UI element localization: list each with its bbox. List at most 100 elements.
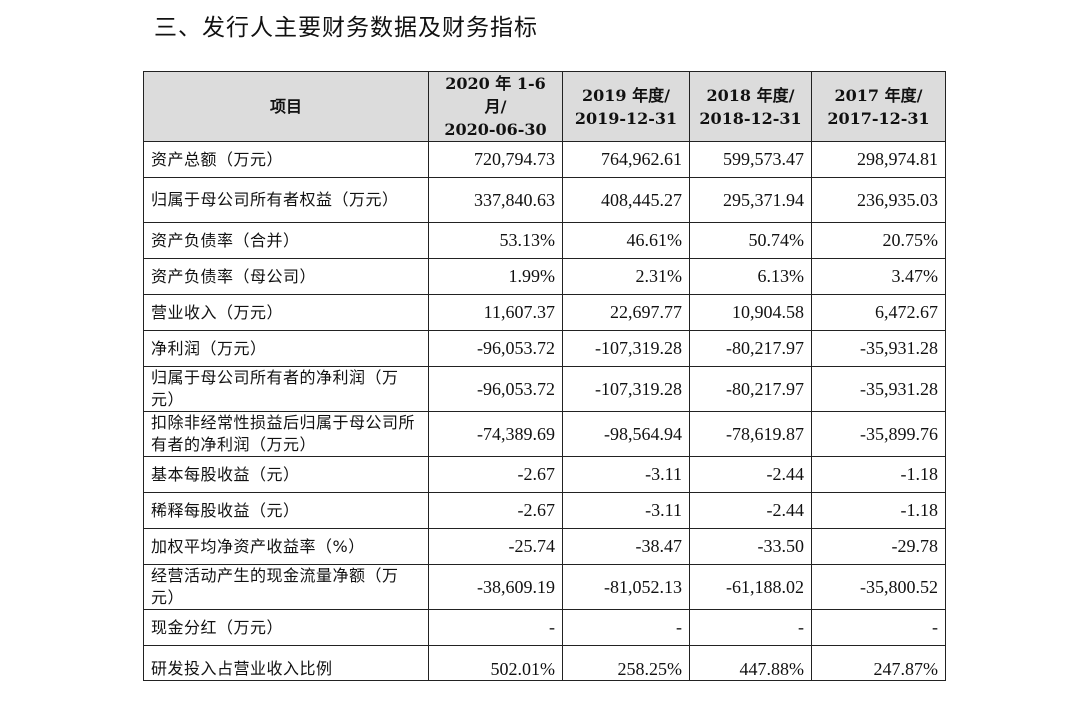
column-header-item: 项目 — [143, 71, 429, 142]
row-value: 1.99% — [428, 258, 563, 295]
row-value: 764,962.61 — [562, 141, 690, 178]
row-value: - — [689, 609, 812, 646]
row-value: -80,217.97 — [689, 366, 812, 412]
row-value: -35,899.76 — [811, 411, 946, 457]
row-value: -78,619.87 — [689, 411, 812, 457]
table-row: 资产总额（万元） 720,794.73 764,962.61 599,573.4… — [143, 141, 946, 178]
table-row: 基本每股收益（元） -2.67 -3.11 -2.44 -1.18 — [143, 456, 946, 493]
row-label: 归属于母公司所有者权益（万元） — [143, 177, 429, 223]
row-value: - — [811, 609, 946, 646]
table-row: 归属于母公司所有者权益（万元） 337,840.63 408,445.27 29… — [143, 177, 946, 223]
row-value: -38,609.19 — [428, 564, 563, 610]
column-header-2019: 2019 年度/ 2019-12-31 — [562, 71, 690, 142]
table-row: 营业收入（万元） 11,607.37 22,697.77 10,904.58 6… — [143, 294, 946, 331]
row-value: -1.18 — [811, 456, 946, 493]
table-row: 资产负债率（母公司） 1.99% 2.31% 6.13% 3.47% — [143, 258, 946, 295]
row-label: 研发投入占营业收入比例 — [143, 645, 429, 681]
column-header-line1: 2018 年度/ — [706, 85, 795, 105]
row-value: 447.88% — [689, 645, 812, 681]
table-header-row: 项目 2020 年 1-6 月/ 2020-06-30 2019 年度/ 201… — [143, 71, 946, 142]
row-value: -2.67 — [428, 492, 563, 529]
row-value: 720,794.73 — [428, 141, 563, 178]
table-row: 加权平均净资产收益率（%） -25.74 -38.47 -33.50 -29.7… — [143, 528, 946, 565]
row-label: 现金分红（万元） — [143, 609, 429, 646]
row-value: -38.47 — [562, 528, 690, 565]
section-heading: 三、发行人主要财务数据及财务指标 — [154, 15, 538, 41]
row-value: -96,053.72 — [428, 330, 563, 367]
row-label: 归属于母公司所有者的净利润（万元） — [143, 366, 429, 412]
row-value: 295,371.94 — [689, 177, 812, 223]
row-value: 11,607.37 — [428, 294, 563, 331]
row-value: -29.78 — [811, 528, 946, 565]
table-row: 现金分红（万元） - - - - — [143, 609, 946, 646]
row-value: 46.61% — [562, 222, 690, 259]
column-header-line1: 2017 年度/ — [834, 85, 923, 105]
column-header-2020h1: 2020 年 1-6 月/ 2020-06-30 — [428, 71, 563, 142]
row-value: 408,445.27 — [562, 177, 690, 223]
column-header-line1: 2019 年度/ — [582, 85, 670, 105]
column-header-line2: 2017-12-31 — [827, 108, 930, 128]
table-row: 经营活动产生的现金流量净额（万元） -38,609.19 -81,052.13 … — [143, 564, 946, 610]
row-value: 22,697.77 — [562, 294, 690, 331]
row-label: 资产总额（万元） — [143, 141, 429, 178]
row-value: -61,188.02 — [689, 564, 812, 610]
row-value: 247.87% — [811, 645, 946, 681]
row-value: -107,319.28 — [562, 330, 690, 367]
table-row: 研发投入占营业收入比例 502.01% 258.25% 447.88% 247.… — [143, 645, 946, 681]
table-row: 归属于母公司所有者的净利润（万元） -96,053.72 -107,319.28… — [143, 366, 946, 412]
row-value: -107,319.28 — [562, 366, 690, 412]
row-value: 298,974.81 — [811, 141, 946, 178]
row-value: 53.13% — [428, 222, 563, 259]
row-value: -3.11 — [562, 492, 690, 529]
row-value: 236,935.03 — [811, 177, 946, 223]
row-value: 599,573.47 — [689, 141, 812, 178]
financial-data-table: 项目 2020 年 1-6 月/ 2020-06-30 2019 年度/ 201… — [143, 71, 946, 681]
row-value: -35,800.52 — [811, 564, 946, 610]
row-value: -35,931.28 — [811, 330, 946, 367]
column-header-line2: 2019-12-31 — [574, 108, 678, 128]
column-header-line1: 项目 — [269, 97, 302, 116]
row-value: -2.44 — [689, 492, 812, 529]
row-value: -3.11 — [562, 456, 690, 493]
row-label: 净利润（万元） — [143, 330, 429, 367]
row-value: 10,904.58 — [689, 294, 812, 331]
row-label: 资产负债率（合并） — [143, 222, 429, 259]
row-value: -81,052.13 — [562, 564, 690, 610]
row-value: - — [428, 609, 563, 646]
row-value: -80,217.97 — [689, 330, 812, 367]
row-value: -33.50 — [689, 528, 812, 565]
column-header-line2: 2018-12-31 — [699, 108, 802, 128]
row-value: -74,389.69 — [428, 411, 563, 457]
row-value: 258.25% — [562, 645, 690, 681]
row-label: 扣除非经常性损益后归属于母公司所有者的净利润（万元） — [143, 411, 429, 457]
row-value: -2.44 — [689, 456, 812, 493]
row-value: 502.01% — [428, 645, 563, 681]
row-label: 加权平均净资产收益率（%） — [143, 528, 429, 565]
row-value: -96,053.72 — [428, 366, 563, 412]
table-row: 资产负债率（合并） 53.13% 46.61% 50.74% 20.75% — [143, 222, 946, 259]
column-header-2017: 2017 年度/ 2017-12-31 — [811, 71, 946, 142]
row-value: -98,564.94 — [562, 411, 690, 457]
row-value: 50.74% — [689, 222, 812, 259]
row-label: 营业收入（万元） — [143, 294, 429, 331]
row-value: 6.13% — [689, 258, 812, 295]
column-header-line1: 2020 年 1-6 月/ — [445, 74, 546, 116]
row-value: -35,931.28 — [811, 366, 946, 412]
page-crop-edge — [0, 718, 1080, 728]
row-value: -1.18 — [811, 492, 946, 529]
row-value: 6,472.67 — [811, 294, 946, 331]
table-row: 稀释每股收益（元） -2.67 -3.11 -2.44 -1.18 — [143, 492, 946, 529]
column-header-2018: 2018 年度/ 2018-12-31 — [689, 71, 812, 142]
column-header-line2: 2020-06-30 — [444, 120, 547, 139]
row-value: 3.47% — [811, 258, 946, 295]
table-row: 扣除非经常性损益后归属于母公司所有者的净利润（万元） -74,389.69 -9… — [143, 411, 946, 457]
table-row: 净利润（万元） -96,053.72 -107,319.28 -80,217.9… — [143, 330, 946, 367]
row-label: 稀释每股收益（元） — [143, 492, 429, 529]
row-value: -25.74 — [428, 528, 563, 565]
row-value: - — [562, 609, 690, 646]
row-value: 20.75% — [811, 222, 946, 259]
row-label: 资产负债率（母公司） — [143, 258, 429, 295]
row-value: -2.67 — [428, 456, 563, 493]
row-label: 经营活动产生的现金流量净额（万元） — [143, 564, 429, 610]
row-label: 基本每股收益（元） — [143, 456, 429, 493]
